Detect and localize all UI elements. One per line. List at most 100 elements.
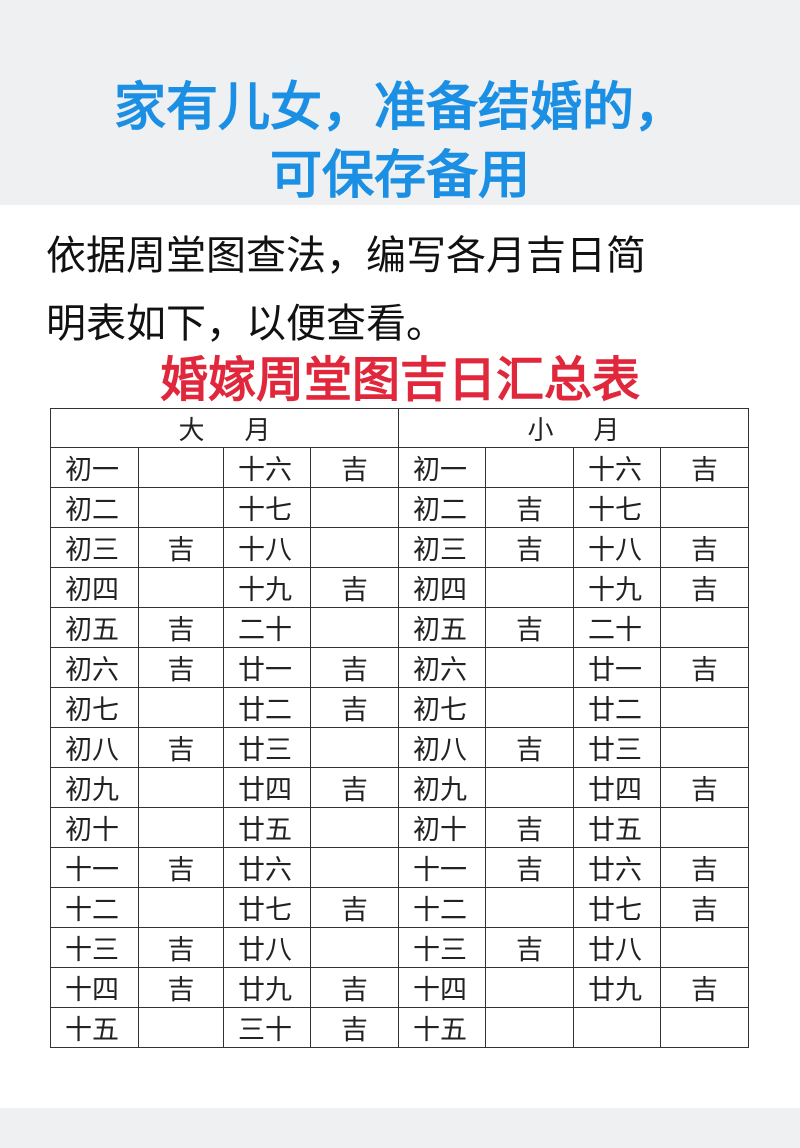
day-cell: 初三 — [50, 527, 139, 568]
day-cell: 初九 — [398, 767, 487, 808]
auspicious-cell — [660, 487, 750, 528]
group-header: 小月 — [398, 408, 750, 448]
auspicious-cell — [138, 887, 224, 928]
day-cell: 廿四 — [573, 767, 662, 808]
day-cell: 十四 — [50, 967, 139, 1008]
header-title: 家有儿女，准备结婚的， — [113, 78, 686, 138]
day-cell: 廿七 — [573, 887, 662, 928]
day-cell: 十二 — [398, 887, 487, 928]
auspicious-cell: 吉 — [485, 727, 575, 768]
auspicious-cell — [485, 447, 575, 488]
day-cell: 十四 — [398, 967, 487, 1008]
auspicious-cell: 吉 — [485, 607, 575, 648]
auspicious-cell — [660, 1007, 750, 1048]
intro-text: 依据周堂图查法，编写各月吉日简 — [46, 233, 646, 279]
day-cell: 初一 — [50, 447, 139, 488]
table-row: 初二 十七 初二吉十七 — [50, 487, 750, 528]
day-cell: 初六 — [50, 647, 139, 688]
day-cell: 廿三 — [223, 727, 311, 768]
day-cell: 廿八 — [573, 927, 662, 968]
auspicious-cell: 吉 — [660, 647, 750, 688]
header-title: 可保存备用 — [269, 146, 530, 206]
group-header: 大月 — [49, 408, 400, 448]
day-cell: 初七 — [50, 687, 139, 728]
day-cell: 廿五 — [223, 807, 311, 848]
day-cell: 初六 — [398, 647, 487, 688]
day-cell: 十八 — [223, 527, 311, 568]
day-cell — [573, 1007, 662, 1048]
auspicious-cell: 吉 — [138, 527, 224, 568]
day-cell: 初九 — [50, 767, 139, 808]
day-cell: 廿一 — [223, 647, 311, 688]
header-band: 家有儿女，准备结婚的， 可保存备用 — [0, 0, 800, 206]
auspicious-cell — [660, 607, 750, 648]
table-row: 初六吉廿一吉初六 廿一吉 — [50, 647, 750, 688]
table-row: 初九 廿四吉初九 廿四吉 — [50, 767, 750, 808]
day-cell: 十七 — [573, 487, 662, 528]
auspicious-cell — [485, 967, 575, 1008]
auspicious-cell: 吉 — [660, 767, 750, 808]
auspicious-cell: 吉 — [309, 967, 400, 1008]
auspicious-cell — [309, 847, 400, 888]
day-cell: 初七 — [398, 687, 487, 728]
auspicious-cell — [138, 487, 224, 528]
table-row: 十二 廿七吉十二 廿七吉 — [50, 887, 750, 928]
auspicious-cell: 吉 — [309, 687, 400, 728]
day-cell: 十六 — [573, 447, 662, 488]
day-cell: 十九 — [223, 567, 311, 608]
day-cell: 十三 — [50, 927, 139, 968]
day-cell: 初八 — [398, 727, 487, 768]
auspicious-cell: 吉 — [485, 847, 575, 888]
auspicious-cell — [138, 567, 224, 608]
auspicious-cell — [309, 607, 400, 648]
auspicious-cell — [309, 487, 400, 528]
table-row: 初十 廿五 初十吉廿五 — [50, 807, 750, 848]
auspicious-cell — [138, 767, 224, 808]
intro-text: 明表如下，以便查看。 — [46, 301, 446, 347]
auspicious-cell — [138, 1007, 224, 1048]
table-row: 初四 十九吉初四 十九吉 — [50, 567, 750, 608]
day-cell: 十五 — [398, 1007, 487, 1048]
auspicious-cell — [660, 727, 750, 768]
auspicious-cell: 吉 — [660, 847, 750, 888]
day-cell: 初二 — [398, 487, 487, 528]
table-row: 初七 廿二吉初七 廿二 — [50, 687, 750, 728]
day-cell: 初八 — [50, 727, 139, 768]
day-cell: 初十 — [398, 807, 487, 848]
table-title: 婚嫁周堂图吉日汇总表 — [159, 352, 640, 408]
auspicious-cell — [485, 567, 575, 608]
auspicious-cell — [660, 687, 750, 728]
day-cell: 初一 — [398, 447, 487, 488]
day-cell: 廿二 — [573, 687, 662, 728]
auspicious-cell — [309, 927, 400, 968]
auspicious-cell — [485, 887, 575, 928]
day-cell: 初三 — [398, 527, 487, 568]
auspicious-cell: 吉 — [138, 967, 224, 1008]
day-cell: 初二 — [50, 487, 139, 528]
day-cell: 十一 — [398, 847, 487, 888]
day-cell: 初四 — [398, 567, 487, 608]
table-row: 十三吉廿八 十三吉廿八 — [50, 927, 750, 968]
auspicious-cell: 吉 — [485, 527, 575, 568]
auspicious-cell: 吉 — [309, 447, 400, 488]
auspicious-cell — [485, 1007, 575, 1048]
auspicious-cell — [485, 687, 575, 728]
auspicious-cell — [138, 687, 224, 728]
auspicious-cell — [485, 767, 575, 808]
day-cell: 十三 — [398, 927, 487, 968]
auspicious-cell: 吉 — [138, 647, 224, 688]
auspicious-cell — [660, 807, 750, 848]
auspicious-cell: 吉 — [660, 967, 750, 1008]
day-cell: 二十 — [223, 607, 311, 648]
table-row: 十一吉廿六 十一吉廿六吉 — [50, 847, 750, 888]
auspicious-cell: 吉 — [309, 767, 400, 808]
day-cell: 廿六 — [573, 847, 662, 888]
day-cell: 十九 — [573, 567, 662, 608]
day-cell: 廿九 — [223, 967, 311, 1008]
day-cell: 初四 — [50, 567, 139, 608]
auspicious-cell — [309, 527, 400, 568]
table-row: 初一 十六吉初一 十六吉 — [50, 447, 750, 488]
day-cell: 廿三 — [573, 727, 662, 768]
table-row: 初八吉廿三 初八吉廿三 — [50, 727, 750, 768]
